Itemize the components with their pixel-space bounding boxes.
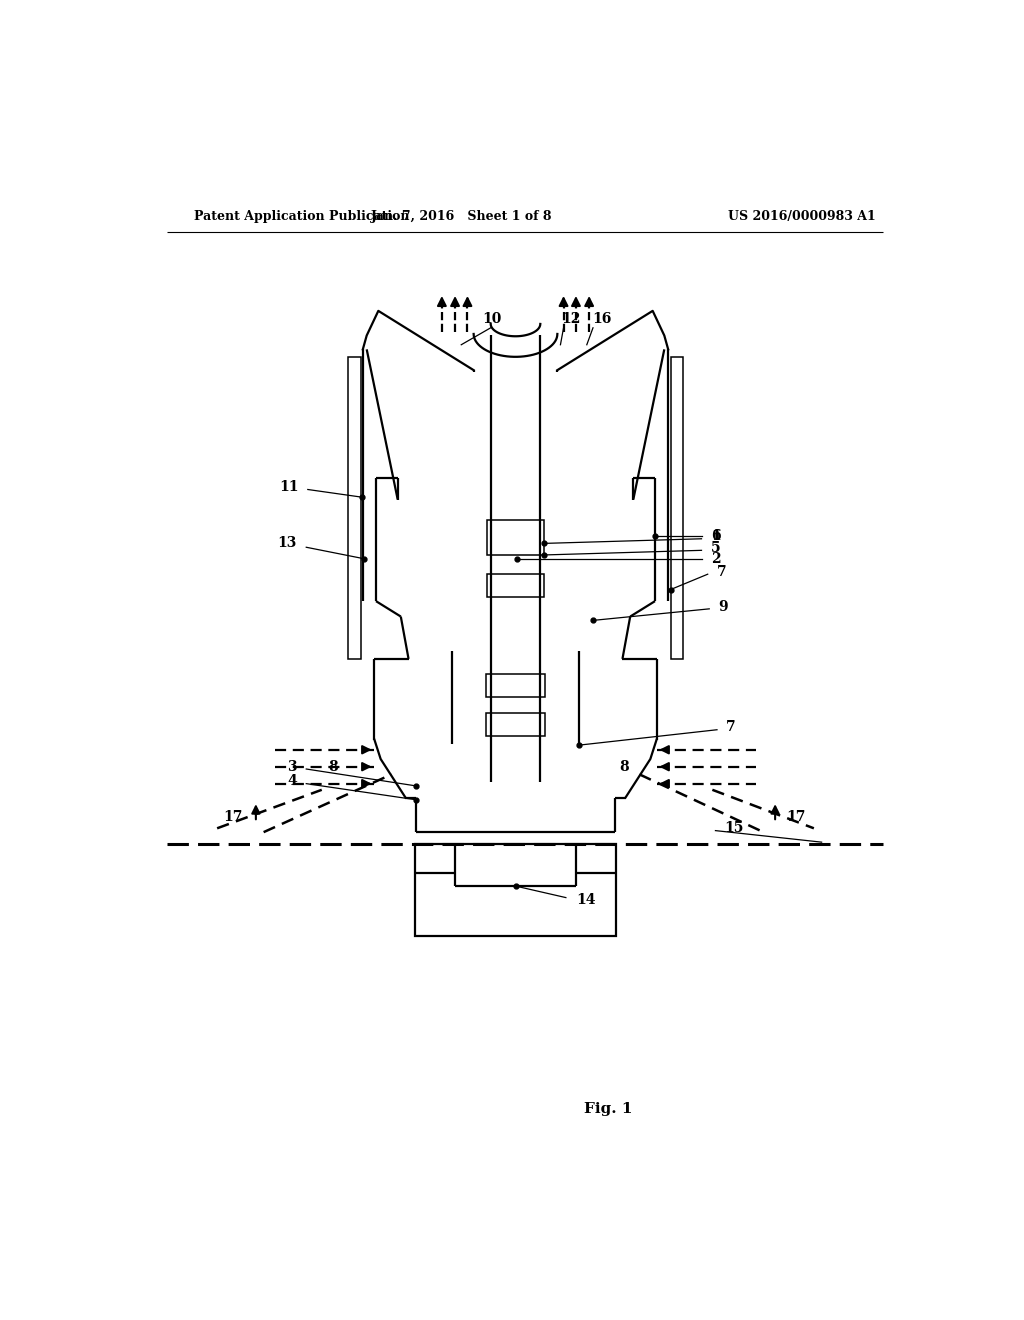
Text: 3: 3 xyxy=(288,760,297,774)
Text: US 2016/0000983 A1: US 2016/0000983 A1 xyxy=(728,210,877,223)
Text: 13: 13 xyxy=(278,536,297,550)
Text: Patent Application Publication: Patent Application Publication xyxy=(194,210,410,223)
Text: 8: 8 xyxy=(329,760,338,774)
Bar xyxy=(486,713,545,737)
Text: 10: 10 xyxy=(482,312,502,326)
Text: 12: 12 xyxy=(561,312,581,326)
Text: 8: 8 xyxy=(620,760,629,774)
Text: 17: 17 xyxy=(223,809,243,824)
Text: Fig. 1: Fig. 1 xyxy=(585,1102,633,1117)
Bar xyxy=(415,843,616,936)
Text: 7: 7 xyxy=(717,565,727,579)
Text: 16: 16 xyxy=(593,312,612,326)
Text: 17: 17 xyxy=(786,809,806,824)
Text: 9: 9 xyxy=(719,599,728,614)
Bar xyxy=(486,675,545,697)
Text: 5: 5 xyxy=(711,541,721,554)
Text: 11: 11 xyxy=(279,480,299,494)
Bar xyxy=(486,520,544,554)
Text: 6: 6 xyxy=(711,529,721,543)
Text: 1: 1 xyxy=(711,529,721,543)
Text: 4: 4 xyxy=(287,774,297,788)
Bar xyxy=(348,358,360,659)
Bar xyxy=(671,358,683,659)
Text: 2: 2 xyxy=(711,552,721,566)
Bar xyxy=(486,574,544,598)
Text: 7: 7 xyxy=(726,719,736,734)
Text: 14: 14 xyxy=(575,892,595,907)
Text: 15: 15 xyxy=(725,821,744,836)
Text: Jan. 7, 2016   Sheet 1 of 8: Jan. 7, 2016 Sheet 1 of 8 xyxy=(371,210,552,223)
